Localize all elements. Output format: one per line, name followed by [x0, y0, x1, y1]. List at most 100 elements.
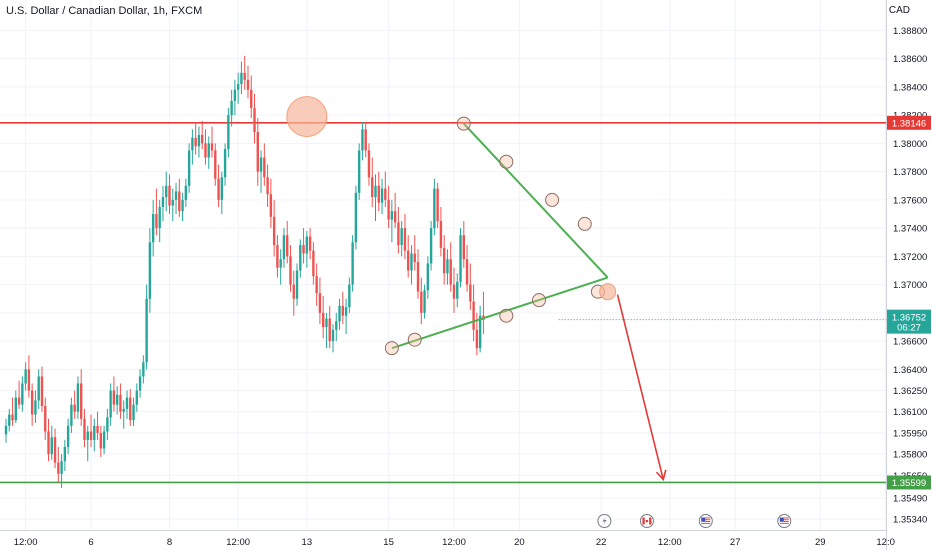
candle-body — [243, 72, 246, 80]
forecast-arrow-head — [655, 469, 667, 482]
candle-body — [60, 461, 63, 474]
x-tick-label: 6 — [88, 537, 93, 548]
candle-body — [70, 404, 73, 426]
candle-body — [99, 432, 103, 449]
candle-body — [325, 318, 328, 327]
candle-body — [109, 390, 112, 418]
y-tick-label: 1.37400 — [893, 224, 927, 235]
candle-body — [312, 250, 315, 277]
candle-body — [197, 134, 201, 147]
candle-body — [390, 211, 394, 220]
flag-stripe — [779, 517, 789, 519]
candle-body — [308, 236, 312, 251]
candle-body — [80, 383, 83, 419]
candle-body — [155, 214, 158, 229]
candle-body — [227, 115, 230, 150]
flag-stripe — [779, 522, 789, 524]
candle-body — [30, 390, 34, 415]
symbol-title[interactable]: U.S. Dollar / Canadian Dollar, 1h, FXCM — [6, 5, 203, 17]
candle-body — [478, 315, 482, 349]
candle-body — [272, 216, 276, 246]
candle-body — [217, 178, 220, 200]
candle-body — [318, 293, 322, 313]
flag-canton — [779, 517, 784, 521]
x-tick-label: 12:00 — [226, 537, 250, 548]
candle-body — [86, 431, 89, 440]
candle-body — [129, 397, 132, 421]
candle-body — [407, 250, 410, 271]
candle-body — [259, 157, 263, 172]
time-axis[interactable]: 12:00 6 8 12:00 13 15 12:00 20 22 12:00 27 29 12:0 — [0, 530, 895, 549]
y-tick-label: 1.35340 — [893, 515, 927, 526]
level-price-label: 1.35599 — [892, 478, 926, 489]
candle-body — [289, 256, 292, 285]
x-tick-label: 13 — [302, 537, 313, 548]
flag-canton — [701, 517, 706, 521]
highlight-marker — [286, 96, 328, 138]
candle-body — [119, 394, 122, 412]
candle-body — [449, 259, 452, 285]
candle-body — [132, 404, 135, 421]
candle-body — [436, 188, 439, 222]
x-tick-label: 20 — [514, 537, 525, 548]
x-tick-label: 12:00 — [658, 537, 682, 548]
candle-body — [256, 132, 259, 172]
candle-body — [374, 185, 377, 198]
triangle-upper-line — [463, 122, 609, 279]
candle-body — [361, 129, 364, 151]
y-tick-label: 1.38400 — [893, 82, 927, 93]
x-tick-label: 8 — [167, 537, 172, 548]
candle-body — [328, 318, 331, 342]
candle-body — [17, 397, 21, 405]
candle-body — [40, 376, 44, 407]
candle-body — [194, 137, 197, 147]
touch-point-marker — [499, 154, 514, 169]
candle-body — [351, 242, 354, 285]
y-tick-label: 1.38800 — [893, 26, 927, 37]
candle-body — [27, 369, 31, 391]
flag-stripe — [779, 519, 789, 521]
candle-body — [266, 177, 269, 195]
candle-body — [446, 259, 449, 274]
candle-body — [236, 84, 240, 90]
candle-body — [469, 284, 472, 302]
candle-body — [47, 431, 50, 455]
y-tick-label: 1.36250 — [893, 386, 927, 397]
candle-body — [122, 408, 125, 412]
drawings — [286, 96, 667, 482]
candle-body — [204, 143, 207, 158]
candle-body — [73, 404, 76, 412]
candle-body — [168, 185, 171, 206]
candle-body — [472, 301, 475, 330]
candle-body — [286, 235, 289, 257]
y-tick-label: 1.35490 — [893, 493, 927, 504]
candle-body — [387, 199, 390, 220]
currency-label: CAD — [888, 5, 910, 16]
price-axis[interactable]: 1.388001.386001.384001.382001.380001.378… — [886, 0, 928, 550]
level-price-badge — [887, 115, 931, 130]
candle-body — [230, 101, 233, 116]
current-price-badge — [887, 309, 931, 334]
candle-body — [171, 199, 174, 206]
y-tick-label: 1.36600 — [893, 337, 927, 348]
candle-body — [37, 376, 40, 401]
candle-body — [416, 262, 420, 292]
candle-body — [135, 390, 138, 405]
touch-point-marker — [577, 216, 592, 231]
touch-point-marker — [532, 293, 547, 308]
candle-body — [456, 281, 459, 299]
candle-body — [151, 214, 155, 243]
candle-body — [191, 137, 194, 151]
candle-body — [439, 221, 443, 248]
candle-body — [410, 253, 413, 271]
candle-body — [335, 321, 338, 330]
candle-body — [397, 222, 400, 246]
candle-body — [423, 290, 426, 313]
touch-point-marker — [407, 332, 422, 347]
candle-body — [96, 425, 99, 433]
y-tick-label: 1.37200 — [893, 252, 927, 263]
candle-body — [207, 143, 210, 158]
bar-countdown-label: 06:27 — [897, 323, 921, 334]
